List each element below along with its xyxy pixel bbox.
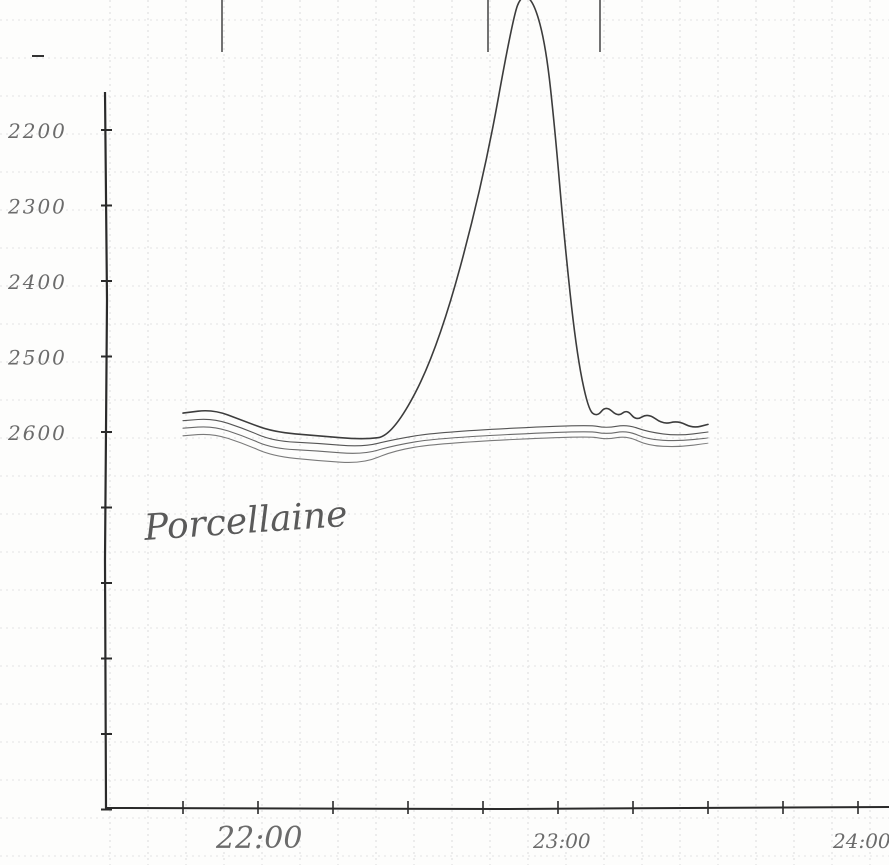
series-line-1 — [182, 0, 709, 440]
y-tick-label: 2200 — [7, 119, 67, 143]
y-tick-label: 2300 — [7, 195, 67, 219]
x-tick-label: 22:00 — [215, 821, 302, 856]
y-axis-line — [103, 91, 109, 809]
y-tick-label: 2500 — [7, 346, 67, 370]
y-tick-label: 2600 — [7, 421, 67, 445]
tick-marks — [101, 0, 859, 814]
x-tick-label: 24:00 — [832, 829, 889, 853]
y-tick-label: 2400 — [7, 270, 67, 294]
series-line-4 — [182, 433, 709, 464]
x-tick-label: 23:00 — [532, 829, 591, 853]
x-axis-line — [104, 806, 889, 811]
series-line-2 — [182, 418, 709, 447]
tick-labels: 2200 2300 2400 2500 2600 22:00 23:00 24:00 — [7, 119, 889, 856]
series-line-3 — [182, 426, 709, 454]
series-lines — [182, 0, 709, 464]
axes — [32, 55, 889, 811]
